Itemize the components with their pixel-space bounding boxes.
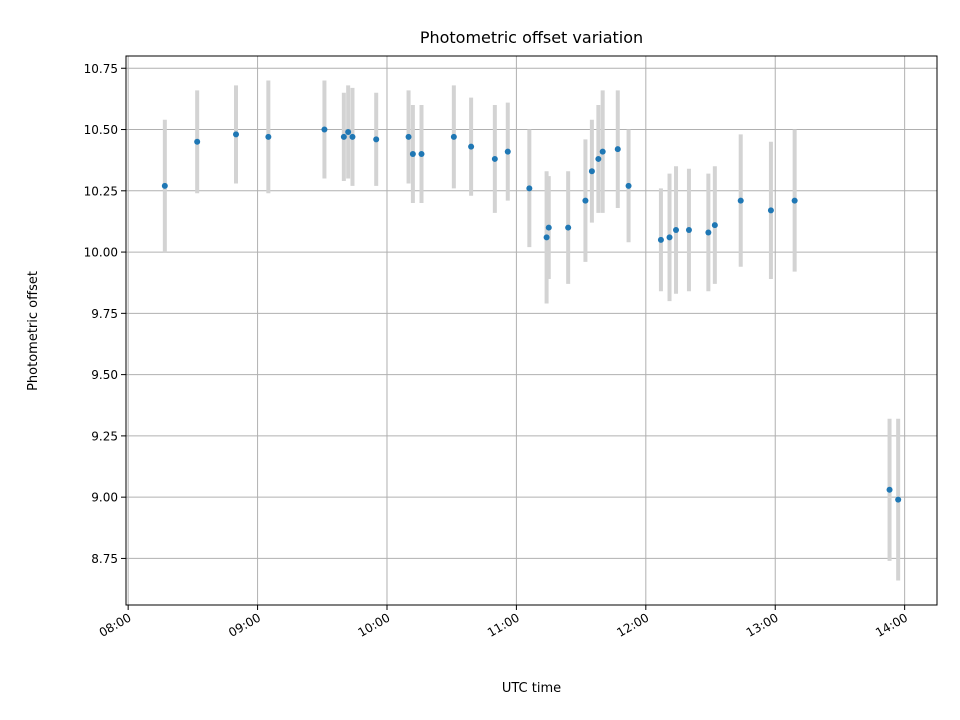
data-point: [565, 224, 572, 231]
data-point: [673, 227, 680, 234]
data-point: [491, 155, 498, 162]
data-point: [161, 182, 168, 189]
y-tick-label: 9.25: [91, 429, 118, 443]
data-point: [405, 133, 412, 140]
data-point: [737, 197, 744, 204]
data-point: [526, 185, 533, 192]
y-axis-label: Photometric offset: [26, 271, 41, 391]
data-point: [504, 148, 511, 155]
data-point: [349, 133, 356, 140]
data-point: [657, 236, 664, 243]
data-point: [233, 131, 240, 138]
grid: [126, 56, 937, 605]
y-tick-label: 9.50: [91, 368, 118, 382]
data-point: [595, 155, 602, 162]
chart-title: Photometric offset variation: [420, 28, 643, 47]
y-tick-label: 10.50: [84, 123, 118, 137]
data-points: [161, 126, 902, 503]
data-point: [409, 151, 416, 158]
data-point: [418, 151, 425, 158]
data-point: [666, 234, 673, 241]
y-tick-label: 9.75: [91, 307, 118, 321]
data-point: [265, 133, 272, 140]
data-point: [194, 138, 201, 145]
data-point: [685, 227, 692, 234]
data-point: [711, 222, 718, 229]
data-point: [582, 197, 589, 204]
data-point: [705, 229, 712, 236]
y-tick-label: 10.25: [84, 184, 118, 198]
y-tick-label: 8.75: [91, 552, 118, 566]
data-point: [545, 224, 552, 231]
data-point: [373, 136, 380, 143]
data-point: [599, 148, 606, 155]
data-point: [340, 133, 347, 140]
data-point: [345, 128, 352, 135]
y-tick-label: 10.75: [84, 62, 118, 76]
data-point: [588, 168, 595, 175]
data-point: [468, 143, 475, 150]
data-point: [450, 133, 457, 140]
data-point: [895, 496, 902, 503]
data-point: [767, 207, 774, 214]
data-point: [321, 126, 328, 133]
data-point: [543, 234, 550, 241]
data-point: [614, 146, 621, 153]
plot-frame: [125, 55, 938, 606]
plot-area: [126, 56, 937, 605]
x-axis-label: UTC time: [502, 681, 561, 696]
y-tick-label: 9.00: [91, 491, 118, 505]
data-point: [886, 486, 893, 493]
y-tick-label: 10.00: [84, 246, 118, 260]
data-point: [625, 182, 632, 189]
data-point: [791, 197, 798, 204]
